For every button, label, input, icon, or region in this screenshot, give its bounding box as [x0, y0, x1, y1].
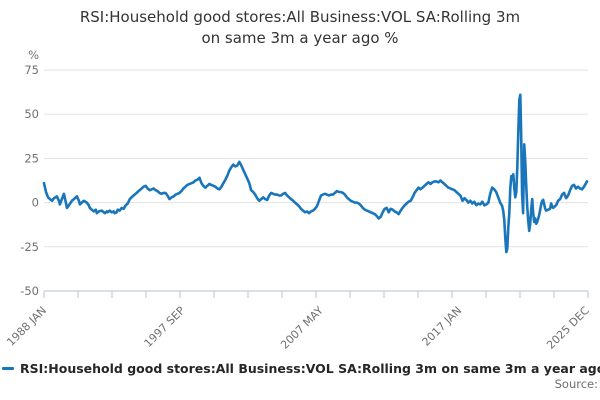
legend-label: RSI:Household good stores:All Business:V… — [20, 361, 600, 376]
y-tick-label: -50 — [20, 284, 39, 298]
series-line[interactable] — [42, 93, 589, 254]
legend: RSI:Household good stores:All Business:V… — [2, 361, 600, 376]
chart-title-line2: on same 3m a year ago % — [201, 29, 399, 47]
y-tick-label: -25 — [20, 240, 39, 254]
y-tick-label: 75 — [24, 63, 39, 77]
x-tick-label: 1988 JAN — [4, 304, 49, 349]
x-tick-label: 2025 DEC — [544, 304, 592, 352]
y-tick-label: 25 — [24, 151, 39, 165]
y-axis-unit-label: % — [28, 48, 39, 62]
y-tick-label: 50 — [24, 107, 39, 121]
x-tick-label: 2017 JAN — [420, 304, 465, 349]
x-tick-label: 2007 MAY — [278, 304, 326, 352]
chart-title-line1: RSI:Household good stores:All Business:V… — [79, 8, 521, 26]
x-tick-label: 1997 SEP — [142, 304, 188, 350]
legend-line-swatch — [2, 366, 14, 371]
source-note: Source: — [554, 377, 598, 391]
y-tick-label: 0 — [32, 196, 39, 210]
